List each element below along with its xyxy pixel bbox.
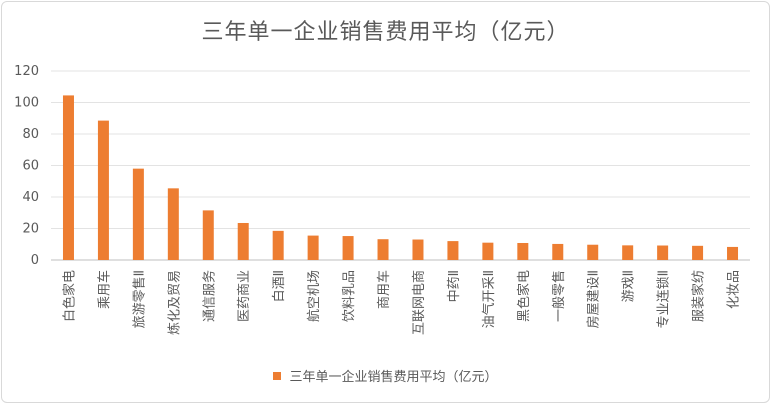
y-tick-label: 60	[22, 159, 39, 174]
y-tick-label: 120	[14, 64, 39, 79]
x-tick-label: 一般零售	[551, 270, 567, 322]
y-tick-label: 100	[14, 96, 39, 111]
y-tick-label: 40	[22, 190, 39, 205]
bar	[552, 243, 564, 260]
bars	[62, 95, 739, 260]
bar	[132, 168, 144, 260]
bar	[342, 236, 354, 260]
x-tick-label: 炼化及贸易	[167, 270, 182, 335]
x-tick-label: 通信服务	[201, 270, 217, 322]
x-tick-label: 互联网电商	[412, 270, 427, 335]
bar	[447, 241, 459, 260]
chart-title: 三年单一企业销售费用平均（亿元）	[201, 20, 570, 45]
legend-swatch	[273, 371, 282, 380]
bar	[97, 120, 109, 260]
x-tick-label: 白酒Ⅱ	[271, 270, 287, 302]
x-tick-label: 白色家电	[61, 270, 77, 322]
bar	[202, 210, 214, 260]
y-tick-label: 0	[31, 253, 39, 268]
y-axis-ticks: 0 20 40 60 80 100 120	[14, 64, 39, 268]
y-tick-label: 20	[22, 222, 39, 237]
bar	[727, 246, 739, 260]
gridlines	[51, 70, 750, 261]
legend: 三年单一企业销售费用平均（亿元）	[0, 366, 771, 385]
x-tick-label: 饮料乳品	[342, 270, 357, 322]
x-axis-labels: 白色家电 乘用车 旅游零售Ⅱ 炼化及贸易 通信服务 医药商业 白酒Ⅱ 航空机场 饮料乳品 商用车 互…	[61, 270, 741, 335]
x-tick-label: 商用车	[376, 270, 392, 309]
bar	[692, 245, 704, 260]
bar	[377, 239, 389, 260]
bar	[272, 230, 284, 260]
bar	[587, 244, 599, 260]
x-tick-label: 黑色家电	[516, 270, 532, 322]
x-tick-label: 中药Ⅱ	[447, 270, 462, 302]
bar	[657, 245, 669, 260]
bar	[307, 235, 319, 260]
x-tick-label: 房屋建设Ⅱ	[586, 270, 602, 328]
bar	[412, 239, 424, 260]
bar	[622, 245, 634, 260]
x-tick-label: 乘用车	[96, 270, 112, 309]
x-tick-label: 服装家纺	[691, 270, 707, 322]
x-tick-label: 油气开采Ⅱ	[481, 270, 497, 328]
bar	[167, 188, 179, 260]
y-tick-label: 80	[22, 127, 39, 142]
bar	[482, 242, 494, 260]
x-tick-label: 旅游零售Ⅱ	[131, 270, 147, 328]
bar	[237, 222, 249, 260]
x-tick-label: 专业连锁Ⅱ	[656, 270, 672, 328]
x-tick-label: 游戏Ⅱ	[622, 270, 637, 302]
x-tick-label: 医药商业	[237, 270, 252, 322]
legend-label: 三年单一企业销售费用平均（亿元）	[289, 370, 498, 385]
x-tick-label: 化妆品	[727, 270, 742, 309]
bar	[62, 95, 74, 260]
bar	[517, 242, 529, 260]
x-tick-label: 航空机场	[306, 270, 322, 322]
